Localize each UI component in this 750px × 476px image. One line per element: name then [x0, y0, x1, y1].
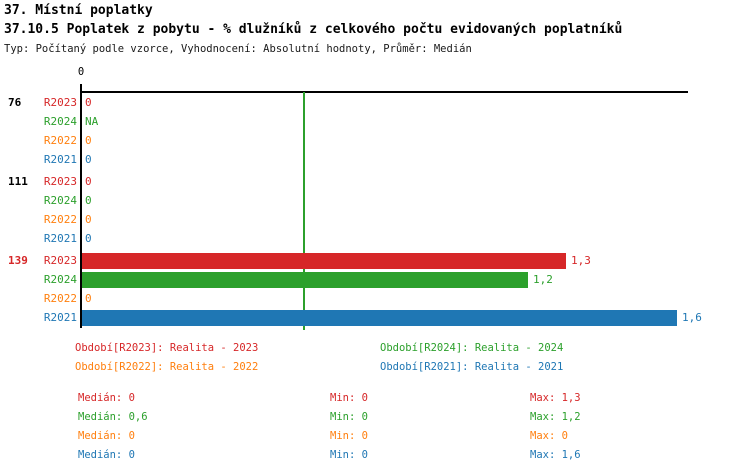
indicator-meta: Typ: Počítaný podle vzorce, Vyhodnocení:… — [4, 43, 472, 55]
x-axis-tick-mark — [80, 84, 82, 92]
series-label: R2023 — [43, 175, 77, 188]
series-label: R2024 — [43, 194, 77, 207]
chart-row: R2021 0 — [0, 150, 750, 169]
series-label: R2022 — [43, 292, 77, 305]
series-label: R2024 — [43, 115, 77, 128]
value-bar — [82, 271, 528, 288]
legend-item-r2023: Období[R2023]: Realita - 2023 — [75, 342, 259, 354]
chart-row: 111 R2023 0 — [0, 172, 750, 191]
stat-min-r2022: Min: 0 — [330, 430, 368, 442]
series-label: R2021 — [43, 311, 77, 324]
stat-min-r2023: Min: 0 — [330, 392, 368, 404]
value-label: NA — [85, 115, 99, 128]
value-label: 1,2 — [533, 273, 553, 286]
indicator-title: 37.10.5 Poplatek z pobytu - % dlužníků z… — [4, 22, 623, 37]
stat-max-r2024: Max: 1,2 — [530, 411, 581, 423]
y-axis-line — [80, 91, 82, 328]
stat-max-r2022: Max: 0 — [530, 430, 568, 442]
value-label: 1,6 — [682, 311, 702, 324]
stat-max-r2023: Max: 1,3 — [530, 392, 581, 404]
series-label: R2023 — [43, 96, 77, 109]
chart-row: R2024 NA — [0, 112, 750, 131]
legend-item-r2022: Období[R2022]: Realita - 2022 — [75, 361, 259, 373]
chart-row: R2022 0 — [0, 131, 750, 150]
report-section-title: 37. Místní poplatky — [4, 3, 153, 18]
chart-row: R2021 1,6 — [0, 308, 750, 327]
value-label: 0 — [85, 134, 92, 147]
series-label: R2022 — [43, 134, 77, 147]
value-label: 0 — [85, 213, 92, 226]
value-label: 0 — [85, 292, 92, 305]
value-label: 0 — [85, 232, 92, 245]
x-axis-tick-label: 0 — [77, 66, 85, 78]
series-label: R2021 — [43, 232, 77, 245]
chart-row: R2021 0 — [0, 229, 750, 248]
value-label: 0 — [85, 194, 92, 207]
bar-chart: 0 76 R2023 0 R2024 NA R2022 0 R2021 0 111 R2023 0 R2… — [0, 66, 750, 330]
chart-row: 76 R2023 0 — [0, 93, 750, 112]
value-label: 0 — [85, 175, 92, 188]
value-label: 0 — [85, 153, 92, 166]
series-label: R2022 — [43, 213, 77, 226]
chart-row: R2022 0 — [0, 289, 750, 308]
series-label: R2021 — [43, 153, 77, 166]
group-id-label: 111 — [8, 175, 28, 188]
stat-min-r2021: Min: 0 — [330, 449, 368, 461]
median-reference-line — [303, 92, 305, 330]
x-axis-line — [80, 91, 688, 93]
stat-median-r2021: Medián: 0 — [78, 449, 135, 461]
group-id-label: 139 — [8, 254, 28, 267]
legend-item-r2024: Období[R2024]: Realita - 2024 — [380, 342, 564, 354]
value-label: 0 — [85, 96, 92, 109]
series-label: R2023 — [43, 254, 77, 267]
stat-median-r2024: Medián: 0,6 — [78, 411, 148, 423]
value-bar — [82, 252, 566, 269]
group-id-label: 76 — [8, 96, 22, 109]
legend-item-r2021: Období[R2021]: Realita - 2021 — [380, 361, 564, 373]
stat-median-r2023: Medián: 0 — [78, 392, 135, 404]
chart-row: R2024 1,2 — [0, 270, 750, 289]
chart-row: R2022 0 — [0, 210, 750, 229]
stat-min-r2024: Min: 0 — [330, 411, 368, 423]
chart-row: 139 R2023 1,3 — [0, 251, 750, 270]
series-label: R2024 — [43, 273, 77, 286]
stat-max-r2021: Max: 1,6 — [530, 449, 581, 461]
value-bar — [82, 309, 677, 326]
value-label: 1,3 — [571, 254, 591, 267]
chart-row: R2024 0 — [0, 191, 750, 210]
stat-median-r2022: Medián: 0 — [78, 430, 135, 442]
